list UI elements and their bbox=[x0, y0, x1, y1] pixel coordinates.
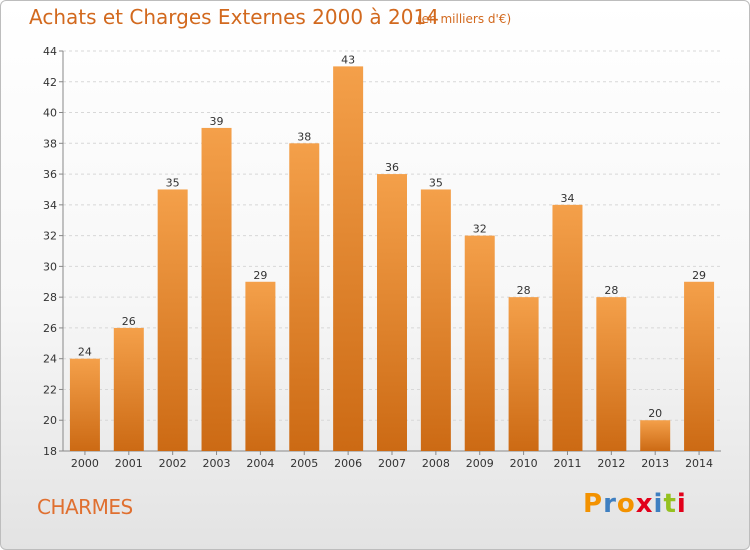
logo-letter: t bbox=[663, 489, 677, 519]
x-tick-label-2012: 2012 bbox=[597, 457, 625, 470]
bar-2011 bbox=[552, 204, 583, 451]
y-tick-label: 24 bbox=[43, 353, 57, 366]
data-label-2006: 43 bbox=[341, 53, 355, 66]
bar-2008 bbox=[420, 189, 451, 451]
y-tick-label: 40 bbox=[43, 107, 57, 120]
x-tick-label-2006: 2006 bbox=[334, 457, 362, 470]
x-tick-label-2007: 2007 bbox=[378, 457, 406, 470]
x-tick-label-2003: 2003 bbox=[203, 457, 231, 470]
logo-letter: P bbox=[583, 489, 604, 519]
data-label-2002: 35 bbox=[166, 176, 180, 189]
y-tick-label: 28 bbox=[43, 291, 57, 304]
y-tick-label: 42 bbox=[43, 76, 57, 89]
data-label-2013: 20 bbox=[648, 407, 662, 420]
y-tick-label: 36 bbox=[43, 168, 57, 181]
x-tick-label-2001: 2001 bbox=[115, 457, 143, 470]
bar-2000 bbox=[69, 358, 100, 451]
y-tick-label: 44 bbox=[43, 45, 57, 58]
y-tick-label: 38 bbox=[43, 137, 57, 150]
logo-letter: x bbox=[635, 489, 654, 519]
data-label-2014: 29 bbox=[692, 269, 706, 282]
bars bbox=[69, 66, 715, 452]
y-tick-label: 20 bbox=[43, 414, 57, 427]
data-label-2012: 28 bbox=[604, 284, 618, 297]
data-label-2004: 29 bbox=[253, 269, 267, 282]
proxiti-logo: Proxiti bbox=[583, 489, 687, 519]
chart-subtitle: (en milliers d'€) bbox=[417, 12, 512, 26]
axes: 18 20 22 24 26 28 30 32 34 36 38 40 42 44 2000 2001 2002… bbox=[43, 45, 721, 470]
data-label-2011: 34 bbox=[560, 192, 574, 205]
bar-2001 bbox=[113, 327, 144, 451]
bar-2010 bbox=[508, 297, 539, 451]
bar-2002 bbox=[157, 189, 188, 451]
bar-2007 bbox=[377, 174, 407, 452]
y-tick-label: 32 bbox=[43, 230, 57, 243]
data-label-2005: 38 bbox=[297, 130, 311, 143]
x-tick-label-2002: 2002 bbox=[159, 457, 187, 470]
y-tick-label: 30 bbox=[43, 260, 57, 273]
x-tick-label-2010: 2010 bbox=[510, 457, 538, 470]
bar-2003 bbox=[201, 127, 232, 451]
logo-letter: i bbox=[676, 489, 687, 519]
x-tick-label-2008: 2008 bbox=[422, 457, 450, 470]
x-tick-label-2013: 2013 bbox=[641, 457, 669, 470]
data-labels: 24 26 35 39 29 38 43 36 35 32 28 34 28 20 29 bbox=[78, 53, 706, 420]
bar-2013 bbox=[640, 420, 671, 451]
bar-2005 bbox=[289, 143, 320, 452]
bar-2009 bbox=[464, 235, 495, 451]
commune-name: CHARMES bbox=[37, 495, 133, 519]
x-tick-label-2009: 2009 bbox=[466, 457, 494, 470]
bar-2012 bbox=[596, 297, 627, 451]
data-label-2003: 39 bbox=[210, 115, 224, 128]
bar-2004 bbox=[245, 281, 276, 451]
x-tick-label-2004: 2004 bbox=[246, 457, 274, 470]
x-tick-label-2005: 2005 bbox=[290, 457, 318, 470]
logo-letter: r bbox=[603, 489, 617, 519]
data-label-2007: 36 bbox=[385, 161, 399, 174]
chart-title: Achats et Charges Externes 2000 à 2014 bbox=[29, 5, 439, 29]
y-tick-label: 26 bbox=[43, 322, 57, 335]
logo-letter: i bbox=[653, 489, 664, 519]
y-tick-label: 18 bbox=[43, 445, 57, 458]
data-label-2010: 28 bbox=[517, 284, 531, 297]
x-tick-label-2011: 2011 bbox=[553, 457, 581, 470]
x-tick-label-2000: 2000 bbox=[71, 457, 99, 470]
data-label-2000: 24 bbox=[78, 346, 92, 359]
y-tick-label: 22 bbox=[43, 383, 57, 396]
data-label-2001: 26 bbox=[122, 315, 136, 328]
x-tick-label-2014: 2014 bbox=[685, 457, 713, 470]
bar-2006 bbox=[333, 66, 364, 451]
bar-2014 bbox=[684, 281, 715, 451]
logo-letter: o bbox=[616, 489, 636, 519]
data-label-2008: 35 bbox=[429, 176, 443, 189]
y-tick-label: 34 bbox=[43, 199, 57, 212]
data-label-2009: 32 bbox=[473, 223, 487, 236]
